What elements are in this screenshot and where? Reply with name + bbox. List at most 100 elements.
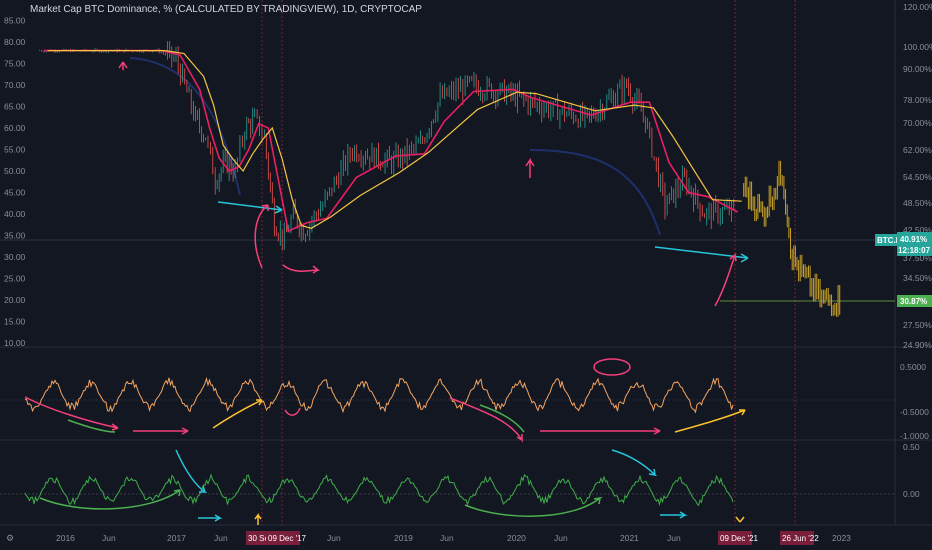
osc2-arrow-5[interactable] (464, 496, 603, 517)
arc-drawing-1[interactable] (129, 57, 241, 196)
left-tick-label: 50.00 (4, 166, 26, 176)
target-badge-value: 30.87% (900, 297, 927, 306)
price-badge-value: 40.91% (900, 235, 927, 244)
left-tick-label: 15.00 (4, 317, 26, 327)
osc2-arrow-1[interactable] (39, 489, 181, 510)
arrow-pink-curve-3[interactable] (714, 252, 737, 307)
right-tick-label: 24.90% (903, 340, 932, 350)
left-tick-label: 75.00 (4, 59, 26, 69)
osc-arrow-5[interactable] (284, 407, 301, 416)
osc-arrow-1[interactable] (24, 396, 119, 431)
arrow-up-2[interactable] (525, 157, 535, 178)
right-tick-label: 100.00% (903, 42, 932, 52)
right-tick-label: 54.50% (903, 172, 932, 182)
left-tick-label: 85.00 (4, 16, 26, 26)
left-tick-label: 40.00 (4, 209, 26, 219)
moving-average-slow (47, 50, 742, 229)
osc-arrow-9[interactable] (674, 409, 746, 433)
symbol-badge-bg (875, 234, 897, 246)
time-highlight-label: 09 Dec '21 (720, 534, 759, 543)
time-highlight-badge: 09 Dec '21 (718, 531, 759, 545)
osc2-arrow-3[interactable] (198, 514, 223, 522)
left-price-axis: 85.00 80.00 75.00 70.00 65.00 60.00 55.00 50.00… (4, 16, 26, 349)
price-series (39, 41, 735, 251)
oscillator-annotations[interactable] (24, 358, 746, 525)
right-tick-label: 62.00% (903, 145, 932, 155)
osc1-tick-label: -1.0000 (900, 431, 929, 441)
oscillator-2-line (24, 473, 734, 507)
osc-arrow-4[interactable] (212, 399, 263, 429)
osc2-tick-label: 0.50 (903, 442, 920, 452)
arrow-cyan-2[interactable] (654, 246, 749, 263)
arrow-up-1[interactable] (118, 61, 128, 70)
price-badge-bg (897, 232, 932, 256)
time-axis[interactable]: 2016 Jun 2017 Jun Jun 2019 Jun 2020 Jun 2021 Jun 20… (56, 531, 851, 545)
projection-series (743, 160, 841, 317)
chart-title: Market Cap BTC Dominance, % (CALCULATED … (30, 4, 422, 15)
time-tick-label: 2016 (56, 533, 75, 543)
time-highlight-bg (718, 531, 752, 545)
osc2-arrow-7[interactable] (660, 511, 688, 519)
time-highlight-badge: 26 Jun '22 (780, 531, 819, 545)
right-tick-label: 37.50% (903, 253, 932, 263)
price-badge-countdown: 12:18:07 (898, 246, 931, 255)
time-tick-label: Jun (554, 533, 568, 543)
osc2-arrow-6[interactable] (611, 449, 658, 477)
osc2-arrow-8[interactable] (735, 516, 745, 523)
left-tick-label: 45.00 (4, 188, 26, 198)
osc2-arrow-4[interactable] (254, 512, 262, 525)
time-tick-label: Jun (214, 533, 228, 543)
time-tick-label: 2020 (507, 533, 526, 543)
time-tick-label: 2017 (167, 533, 186, 543)
target-badge-bg (897, 295, 932, 307)
right-tick-label: 70.00% (903, 118, 932, 128)
arc-drawing-2[interactable] (529, 149, 661, 236)
time-tick-label: Jun (440, 533, 454, 543)
time-tick-label: Jun (327, 533, 341, 543)
time-tick-label: 2023 (832, 533, 851, 543)
right-tick-label: 90.00% (903, 64, 932, 74)
left-tick-label: 80.00 (4, 37, 26, 47)
right-tick-label: 48.50% (903, 198, 932, 208)
left-tick-label: 10.00 (4, 338, 26, 348)
right-price-axis[interactable]: 120.00% 100.00% 90.00% 78.00% 70.00% 62.00% 54… (903, 2, 932, 350)
osc-arrow-2[interactable] (67, 419, 116, 433)
osc1-tick-label: -0.5000 (900, 407, 929, 417)
right-tick-label: 42.50% (903, 225, 932, 235)
osc-arrow-8[interactable] (540, 427, 661, 435)
oscillator-1-line (24, 376, 734, 414)
osc1-tick-label: 0.5000 (900, 362, 926, 372)
arrow-pink-curve-2[interactable] (282, 264, 321, 274)
time-tick-label: Jun (102, 533, 116, 543)
left-tick-label: 30.00 (4, 252, 26, 262)
time-tick-label: 2021 (620, 533, 639, 543)
osc2-axis: 0.50 0.00 (903, 442, 920, 499)
osc2-arrow-2[interactable] (175, 449, 208, 493)
left-tick-label: 70.00 (4, 80, 26, 90)
moving-average-fast (43, 49, 739, 233)
time-highlight-label: 26 Jun '22 (782, 534, 819, 543)
time-tick-label: 2019 (394, 533, 413, 543)
left-tick-label: 25.00 (4, 274, 26, 284)
right-tick-label: 27.50% (903, 320, 932, 330)
osc-arrow-7[interactable] (479, 404, 525, 433)
left-tick-label: 20.00 (4, 295, 26, 305)
time-highlight-badge: 09 Dec '17 (266, 531, 307, 545)
settings-icon[interactable]: ⚙ (6, 534, 14, 544)
time-highlight-bg (780, 531, 814, 545)
right-tick-label: 78.00% (903, 95, 932, 105)
price-annotations[interactable] (118, 61, 749, 307)
time-tick-label: Jun (667, 533, 681, 543)
arrow-pink-curve-1[interactable] (254, 204, 269, 269)
time-highlight-bg (266, 531, 300, 545)
right-tick-label: 34.50% (903, 273, 932, 283)
left-tick-label: 35.00 (4, 231, 26, 241)
left-tick-label: 55.00 (4, 145, 26, 155)
time-highlight-label: 09 Dec '17 (268, 534, 307, 543)
arrow-cyan-1[interactable] (217, 201, 283, 214)
target-value-badge: 30.87% (897, 295, 932, 307)
osc-arrow-3[interactable] (133, 427, 189, 435)
osc-arrow-6[interactable] (449, 397, 523, 443)
osc-circle-highlight[interactable] (593, 358, 631, 376)
